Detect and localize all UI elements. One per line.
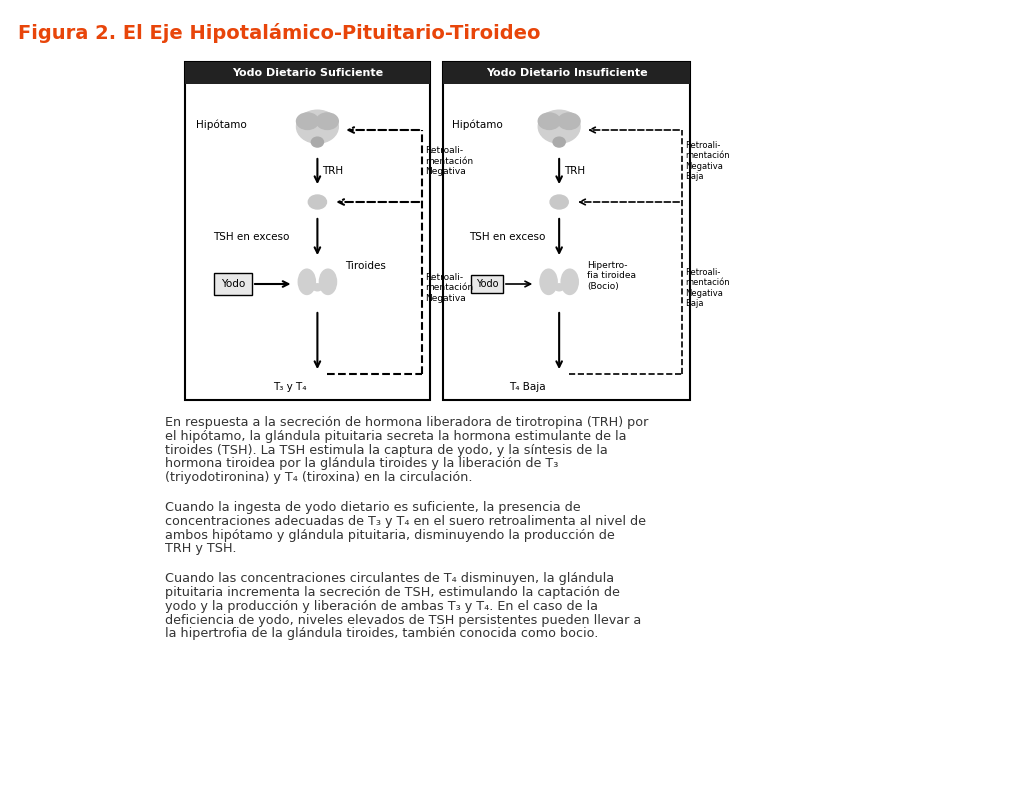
- Text: (triyodotironina) y T₄ (tiroxina) en la circulación.: (triyodotironina) y T₄ (tiroxina) en la …: [165, 471, 472, 484]
- Text: Retroali-
mentación
Negativa
Baja: Retroali- mentación Negativa Baja: [685, 268, 730, 308]
- Ellipse shape: [553, 137, 565, 147]
- Text: TSH en exceso: TSH en exceso: [469, 232, 546, 242]
- Ellipse shape: [311, 137, 324, 147]
- Text: Cuando las concentraciones circulantes de T₄ disminuyen, la glándula: Cuando las concentraciones circulantes d…: [165, 572, 614, 585]
- Text: TSH en exceso: TSH en exceso: [213, 232, 290, 242]
- Ellipse shape: [308, 195, 327, 209]
- Bar: [471, 275, 503, 293]
- Bar: [185, 62, 430, 84]
- Text: Yodo Dietario Suficiente: Yodo Dietario Suficiente: [232, 68, 383, 78]
- Ellipse shape: [540, 269, 557, 294]
- Text: T₄ Baja: T₄ Baja: [509, 382, 546, 392]
- Text: Yodo: Yodo: [476, 279, 499, 289]
- Text: Hipótamo: Hipótamo: [453, 120, 503, 130]
- Text: concentraciones adecuadas de T₃ y T₄ en el suero retroalimenta al nivel de: concentraciones adecuadas de T₃ y T₄ en …: [165, 515, 646, 527]
- Text: Figura 2. El Eje Hipotalámico-Pituitario-Tiroideo: Figura 2. El Eje Hipotalámico-Pituitario…: [18, 23, 541, 43]
- Ellipse shape: [319, 269, 337, 294]
- Text: el hipótamo, la glándula pituitaria secreta la hormona estimulante de la: el hipótamo, la glándula pituitaria secr…: [165, 430, 627, 443]
- Text: TRH: TRH: [564, 167, 586, 176]
- Ellipse shape: [539, 113, 560, 129]
- Text: pituitaria incrementa la secreción de TSH, estimulando la captación de: pituitaria incrementa la secreción de TS…: [165, 586, 620, 599]
- Text: deficiencia de yodo, niveles elevados de TSH persistentes pueden llevar a: deficiencia de yodo, niveles elevados de…: [165, 614, 641, 626]
- Ellipse shape: [316, 113, 338, 129]
- Text: En respuesta a la secreción de hormona liberadora de tirotropina (TRH) por: En respuesta a la secreción de hormona l…: [165, 416, 648, 429]
- Text: Cuando la ingesta de yodo dietario es suficiente, la presencia de: Cuando la ingesta de yodo dietario es su…: [165, 501, 581, 514]
- Text: tiroides (TSH). La TSH estimula la captura de yodo, y la síntesis de la: tiroides (TSH). La TSH estimula la captu…: [165, 444, 608, 456]
- Ellipse shape: [558, 113, 580, 129]
- Ellipse shape: [539, 110, 580, 143]
- Text: Yodo Dietario Insuficiente: Yodo Dietario Insuficiente: [485, 68, 647, 78]
- Text: TRH y TSH.: TRH y TSH.: [165, 543, 237, 555]
- Ellipse shape: [298, 269, 315, 294]
- Ellipse shape: [555, 284, 564, 290]
- Ellipse shape: [550, 195, 568, 209]
- Ellipse shape: [561, 269, 579, 294]
- Text: Tiroides: Tiroides: [345, 261, 386, 271]
- Text: la hipertrofia de la glándula tiroides, también conocida como bocio.: la hipertrofia de la glándula tiroides, …: [165, 627, 598, 641]
- Bar: [443, 62, 690, 400]
- Bar: [185, 62, 430, 400]
- Text: ambos hipótamo y glándula pituitaria, disminuyendo la producción de: ambos hipótamo y glándula pituitaria, di…: [165, 528, 614, 542]
- Bar: [443, 62, 690, 84]
- Text: hormona tiroidea por la glándula tiroides y la liberación de T₃: hormona tiroidea por la glándula tiroide…: [165, 457, 558, 470]
- Bar: [214, 273, 252, 295]
- Text: Retroali-
mentación
Negativa: Retroali- mentación Negativa: [425, 273, 473, 303]
- Text: yodo y la producción y liberación de ambas T₃ y T₄. En el caso de la: yodo y la producción y liberación de amb…: [165, 600, 598, 613]
- Text: Yodo: Yodo: [221, 279, 245, 289]
- Ellipse shape: [297, 110, 338, 143]
- Text: T₃ y T₄: T₃ y T₄: [272, 382, 306, 392]
- Text: Hipótamo: Hipótamo: [197, 120, 247, 130]
- Text: TRH: TRH: [323, 167, 343, 176]
- Text: Retroali-
mentación
Negativa: Retroali- mentación Negativa: [425, 146, 473, 176]
- Text: Retroali-
mentación
Negativa
Baja: Retroali- mentación Negativa Baja: [685, 141, 730, 181]
- Ellipse shape: [312, 284, 322, 290]
- Text: Hipertro-
fia tiroidea
(Bocio): Hipertro- fia tiroidea (Bocio): [587, 261, 636, 291]
- Ellipse shape: [297, 113, 318, 129]
